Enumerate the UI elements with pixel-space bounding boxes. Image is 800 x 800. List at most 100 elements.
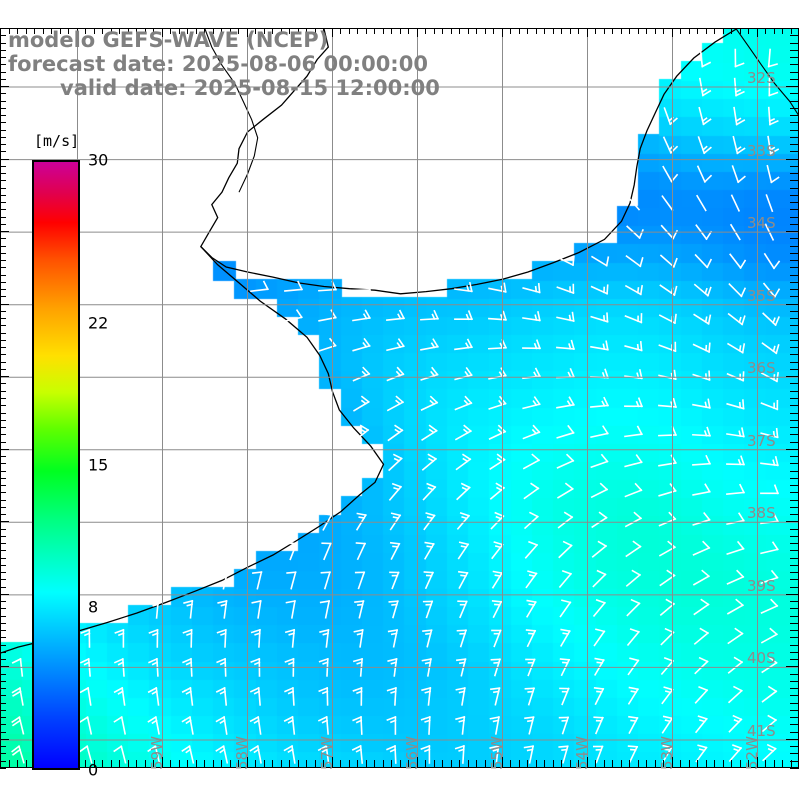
tick-left bbox=[0, 376, 9, 377]
tick-left bbox=[0, 732, 6, 733]
tick-left bbox=[0, 688, 6, 689]
tick-bottom bbox=[230, 760, 231, 768]
tick-right bbox=[790, 383, 799, 384]
tick-bottom bbox=[561, 760, 562, 768]
tick-bottom bbox=[629, 760, 630, 768]
tick-bottom bbox=[323, 760, 324, 768]
tick-left bbox=[0, 137, 6, 138]
tick-right bbox=[790, 391, 799, 392]
tick-top bbox=[442, 28, 443, 34]
tick-left bbox=[0, 144, 6, 145]
tick-top bbox=[476, 28, 477, 34]
tick-bottom bbox=[204, 760, 205, 768]
colorbar-tick-22: 22 bbox=[88, 313, 109, 333]
tick-bottom bbox=[425, 760, 426, 768]
tick-left bbox=[0, 173, 6, 174]
tick-bottom bbox=[170, 760, 171, 768]
tick-top bbox=[374, 28, 375, 34]
tick-left bbox=[0, 151, 6, 152]
tick-top bbox=[612, 28, 613, 34]
tick-left bbox=[0, 427, 6, 428]
tick-right bbox=[786, 304, 799, 305]
tick-top bbox=[85, 28, 86, 34]
tick-right bbox=[790, 151, 799, 152]
tick-top bbox=[272, 28, 273, 34]
tick-top bbox=[34, 28, 35, 34]
tick-bottom bbox=[595, 760, 596, 768]
tick-bottom bbox=[680, 760, 681, 768]
tick-right bbox=[790, 463, 799, 464]
tick-bottom bbox=[187, 760, 188, 768]
tick-top bbox=[400, 28, 401, 34]
tick-top bbox=[391, 28, 392, 34]
tick-top bbox=[578, 28, 579, 34]
tick-left bbox=[0, 275, 6, 276]
tick-bottom bbox=[111, 760, 112, 768]
tick-bottom bbox=[604, 760, 605, 768]
tick-left bbox=[0, 333, 6, 334]
tick-left bbox=[0, 471, 6, 472]
tick-left bbox=[0, 64, 6, 65]
tick-right bbox=[786, 86, 799, 87]
tick-left bbox=[0, 50, 6, 51]
tick-bottom bbox=[0, 760, 1, 768]
colorbar-tick-15: 15 bbox=[88, 455, 109, 475]
tick-bottom bbox=[264, 760, 265, 768]
tick-top bbox=[255, 28, 256, 34]
tick-right bbox=[790, 492, 799, 493]
tick-left bbox=[0, 514, 6, 515]
tick-top bbox=[714, 28, 715, 34]
tick-left bbox=[0, 217, 6, 218]
tick-left bbox=[0, 130, 6, 131]
tick-right bbox=[790, 267, 799, 268]
tick-right bbox=[790, 318, 799, 319]
tick-bottom bbox=[536, 760, 537, 768]
tick-left bbox=[0, 311, 6, 312]
colorbar-tick-0: 0 bbox=[88, 760, 99, 780]
tick-right bbox=[790, 180, 799, 181]
tick-right bbox=[790, 166, 799, 167]
tick-bottom bbox=[782, 760, 783, 768]
tick-left bbox=[0, 325, 6, 326]
tick-right bbox=[790, 703, 799, 704]
tick-top bbox=[451, 28, 452, 34]
tick-top bbox=[655, 28, 656, 34]
tick-top bbox=[68, 28, 69, 34]
tick-right bbox=[790, 188, 799, 189]
tick-left bbox=[0, 420, 6, 421]
tick-right bbox=[790, 209, 799, 210]
tick-bottom bbox=[400, 760, 401, 768]
tick-top bbox=[128, 28, 129, 34]
tick-bottom bbox=[638, 760, 639, 768]
tick-left bbox=[0, 478, 6, 479]
tick-left bbox=[0, 108, 6, 109]
tick-top bbox=[26, 28, 27, 34]
tick-bottom bbox=[689, 760, 690, 768]
tick-left bbox=[0, 159, 9, 160]
tick-bottom bbox=[238, 760, 239, 768]
tick-left bbox=[0, 746, 6, 747]
tick-top bbox=[153, 28, 154, 34]
colorbar-tick-30: 30 bbox=[88, 150, 109, 170]
tick-bottom bbox=[340, 760, 341, 768]
tick-bottom bbox=[570, 760, 571, 768]
tick-bottom bbox=[9, 760, 10, 768]
tick-bottom bbox=[757, 757, 758, 768]
tick-top bbox=[315, 28, 316, 34]
tick-right bbox=[790, 173, 799, 174]
tick-bottom bbox=[731, 760, 732, 768]
tick-left bbox=[0, 645, 6, 646]
tick-top bbox=[595, 28, 596, 34]
tick-right bbox=[790, 72, 799, 73]
tick-right bbox=[790, 325, 799, 326]
tick-left bbox=[0, 347, 6, 348]
windspeed-heatmap-canvas bbox=[1, 29, 798, 767]
tick-right bbox=[790, 601, 799, 602]
tick-bottom bbox=[153, 760, 154, 768]
tick-left bbox=[0, 543, 6, 544]
tick-right bbox=[790, 405, 799, 406]
tick-bottom bbox=[272, 760, 273, 768]
tick-left bbox=[0, 768, 6, 769]
tick-left bbox=[0, 507, 6, 508]
tick-right bbox=[790, 558, 799, 559]
